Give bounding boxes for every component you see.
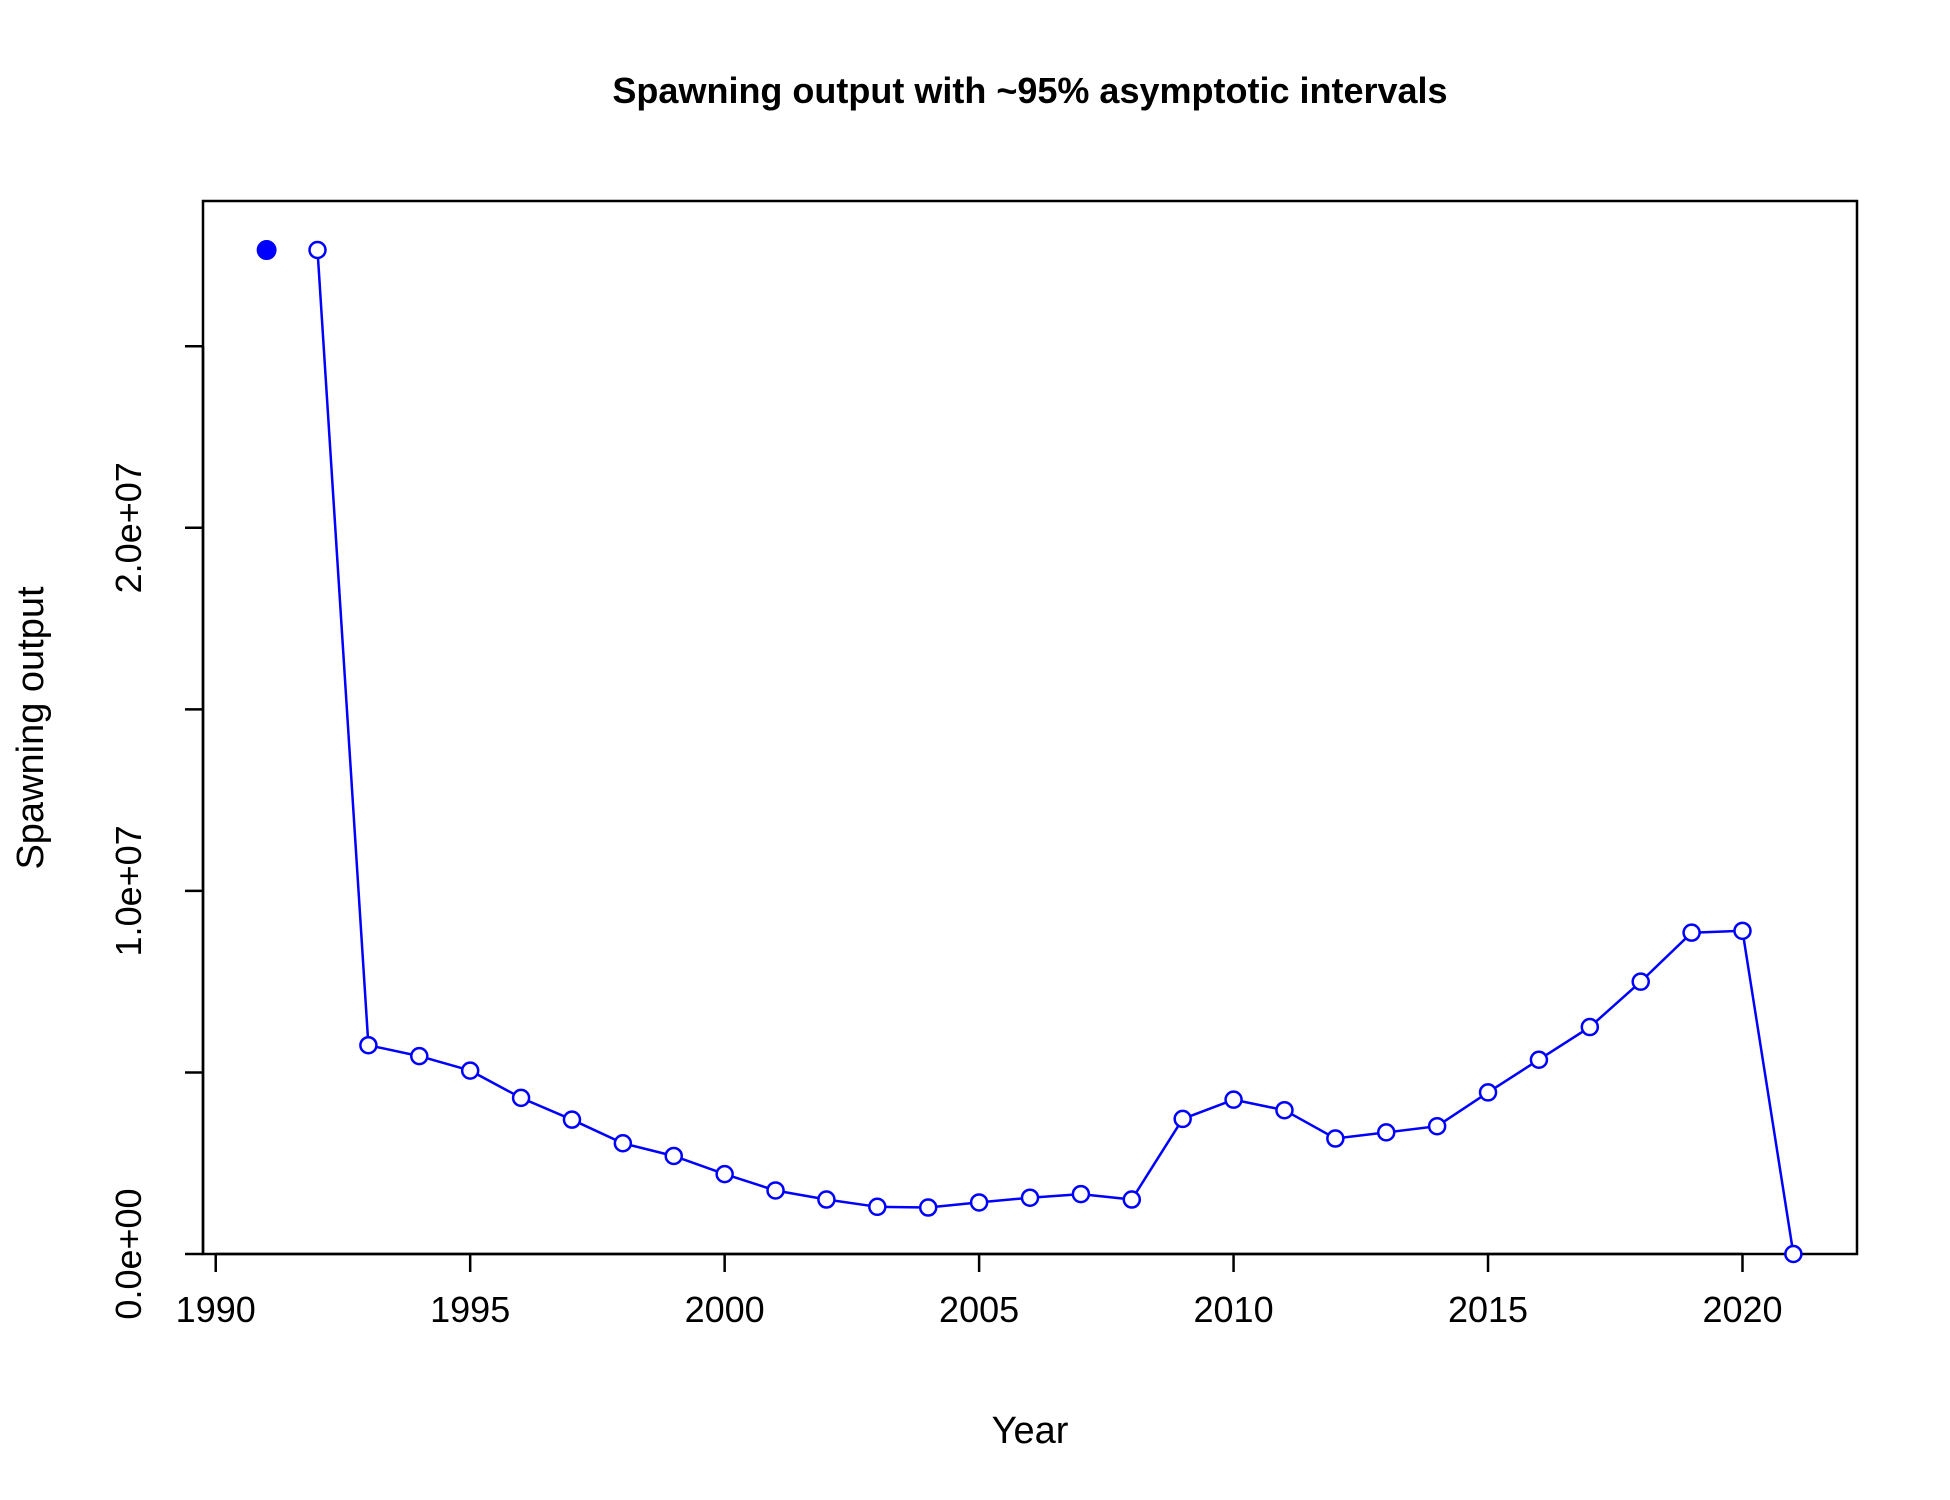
data-point <box>613 1134 633 1153</box>
data-point <box>1224 1090 1243 1109</box>
x-tick-label: 2015 <box>1448 1289 1528 1330</box>
data-point <box>1784 1244 1803 1264</box>
data-point <box>1529 1050 1549 1069</box>
y-axis: 0.0e+00 1.0e+07 2.0e+07 <box>108 344 205 1320</box>
x-tick-label: 1995 <box>430 1289 510 1330</box>
data-point <box>1020 1188 1040 1207</box>
x-tick-label: 2010 <box>1194 1289 1274 1330</box>
initial-point <box>256 240 277 261</box>
data-point <box>817 1190 836 1209</box>
data-point <box>1631 972 1650 991</box>
data-point <box>1122 1190 1142 1209</box>
data-point <box>1682 923 1701 942</box>
y-axis-label: Spawning output <box>10 586 52 870</box>
data-point <box>969 1193 989 1212</box>
data-point <box>918 1198 938 1217</box>
data-point <box>1580 1017 1600 1037</box>
y-tick-label: 1.0e+07 <box>108 825 149 956</box>
data-point <box>308 240 327 260</box>
data-point <box>1173 1109 1192 1129</box>
x-tick-label: 2020 <box>1702 1289 1782 1330</box>
x-tick-label: 1990 <box>176 1289 256 1330</box>
series-line <box>316 249 1795 1255</box>
data-point <box>766 1181 785 1200</box>
x-tick-label: 2000 <box>685 1289 765 1330</box>
plot-frame <box>201 199 1859 1256</box>
data-point <box>1071 1184 1091 1204</box>
chart-title: Spawning output with ~95% asymptotic int… <box>612 70 1447 111</box>
x-axis-label: Year <box>992 1410 1069 1452</box>
data-point <box>1376 1123 1396 1142</box>
data-point <box>562 1110 582 1129</box>
x-tick-label: 2005 <box>939 1289 1019 1330</box>
data-point <box>664 1146 684 1166</box>
data-point <box>1733 921 1752 941</box>
data-point <box>1478 1083 1498 1102</box>
x-axis: 1990 1995 2000 2005 2010 2015 2020 <box>176 1252 1783 1330</box>
data-point <box>868 1197 887 1217</box>
data-point <box>410 1046 429 1066</box>
y-tick-label: 0.0e+00 <box>108 1188 149 1319</box>
data-point <box>1275 1100 1294 1120</box>
data-point <box>1427 1116 1447 1136</box>
data-point <box>715 1164 734 1184</box>
data-point <box>460 1061 480 1080</box>
y-tick-label: 2.0e+07 <box>108 462 149 593</box>
series-layer <box>256 240 1803 1264</box>
data-point <box>1326 1129 1345 1148</box>
data-point <box>359 1035 378 1055</box>
data-point <box>511 1088 531 1108</box>
